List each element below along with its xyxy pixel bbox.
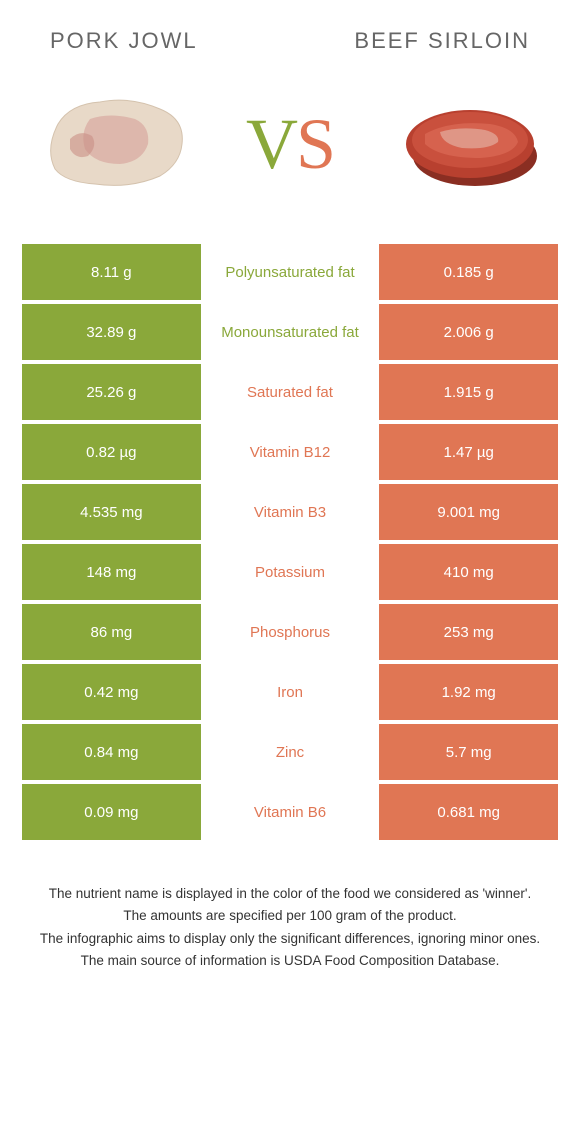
left-value: 0.09 mg [22,784,201,840]
nutrient-name: Monounsaturated fat [201,304,380,360]
nutrient-row: 86 mgPhosphorus253 mg [22,604,558,660]
pork-jowl-image [30,84,200,204]
nutrient-row: 0.84 mgZinc5.7 mg [22,724,558,780]
left-value: 0.84 mg [22,724,201,780]
nutrient-name: Phosphorus [201,604,380,660]
left-value: 148 mg [22,544,201,600]
nutrient-name: Potassium [201,544,380,600]
nutrient-name: Zinc [201,724,380,780]
right-value: 9.001 mg [379,484,558,540]
footer-line: The nutrient name is displayed in the co… [30,884,550,904]
nutrient-name: Vitamin B3 [201,484,380,540]
nutrient-name: Polyunsaturated fat [201,244,380,300]
left-value: 25.26 g [22,364,201,420]
vs-v: V [246,104,296,184]
footer-line: The infographic aims to display only the… [30,929,550,949]
nutrient-name: Saturated fat [201,364,380,420]
header: Pork jowl Beef sirloin [0,0,580,54]
left-value: 86 mg [22,604,201,660]
left-value: 0.82 µg [22,424,201,480]
right-value: 1.92 mg [379,664,558,720]
nutrient-name: Vitamin B6 [201,784,380,840]
vs-label: VS [246,108,334,180]
right-value: 2.006 g [379,304,558,360]
left-value: 0.42 mg [22,664,201,720]
nutrient-row: 148 mgPotassium410 mg [22,544,558,600]
nutrient-row: 25.26 gSaturated fat1.915 g [22,364,558,420]
footer-notes: The nutrient name is displayed in the co… [0,844,580,971]
right-value: 1.47 µg [379,424,558,480]
right-value: 410 mg [379,544,558,600]
right-food-title: Beef sirloin [354,28,530,54]
right-value: 1.915 g [379,364,558,420]
nutrient-name: Vitamin B12 [201,424,380,480]
nutrient-row: 0.82 µgVitamin B121.47 µg [22,424,558,480]
nutrient-row: 0.42 mgIron1.92 mg [22,664,558,720]
footer-line: The amounts are specified per 100 gram o… [30,906,550,926]
vs-s: S [296,104,334,184]
nutrient-row: 32.89 gMonounsaturated fat2.006 g [22,304,558,360]
right-value: 253 mg [379,604,558,660]
right-value: 0.185 g [379,244,558,300]
beef-sirloin-image [380,84,550,204]
vs-row: VS [0,54,580,244]
nutrient-row: 0.09 mgVitamin B60.681 mg [22,784,558,840]
nutrient-row: 4.535 mgVitamin B39.001 mg [22,484,558,540]
left-food-title: Pork jowl [50,28,198,54]
nutrient-row: 8.11 gPolyunsaturated fat0.185 g [22,244,558,300]
left-value: 4.535 mg [22,484,201,540]
left-value: 32.89 g [22,304,201,360]
left-value: 8.11 g [22,244,201,300]
right-value: 0.681 mg [379,784,558,840]
right-value: 5.7 mg [379,724,558,780]
nutrient-table: 8.11 gPolyunsaturated fat0.185 g32.89 gM… [0,244,580,840]
footer-line: The main source of information is USDA F… [30,951,550,971]
nutrient-name: Iron [201,664,380,720]
